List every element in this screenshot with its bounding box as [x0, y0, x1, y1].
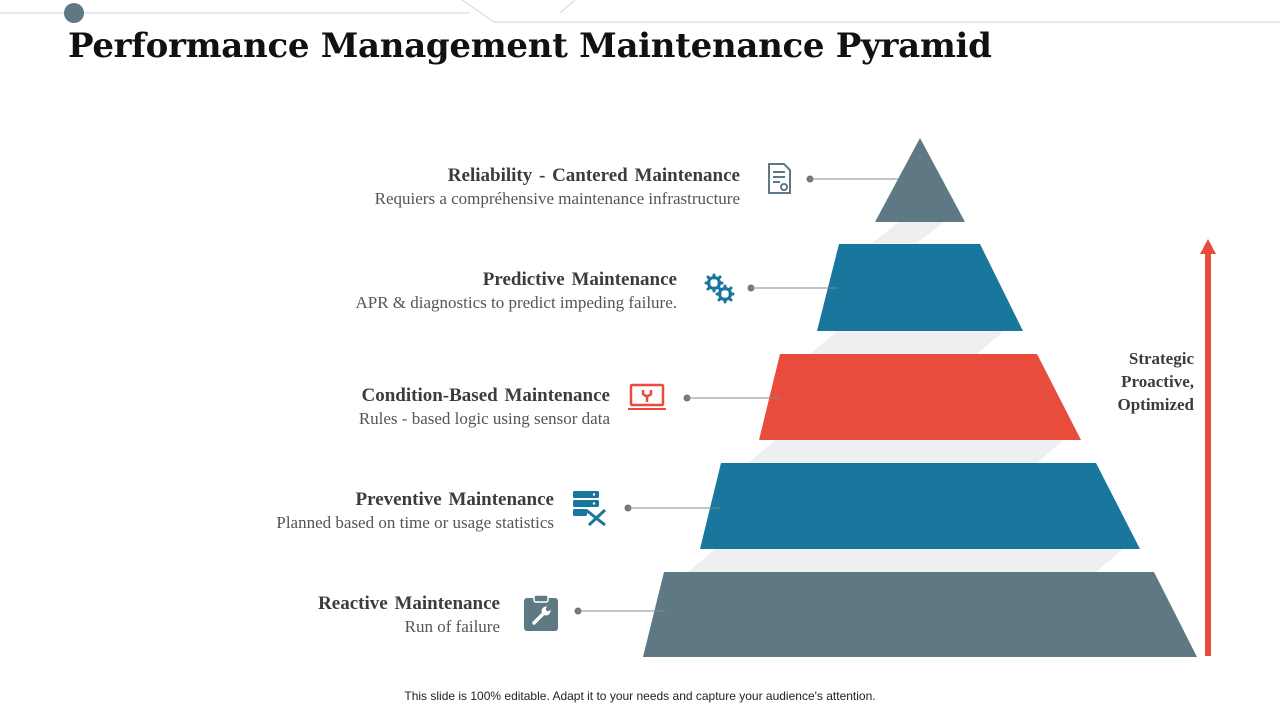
level-description: Run of failure	[404, 617, 500, 636]
level-reactive: Reactive Maintenance Run of failure	[318, 592, 500, 638]
pyramid-tier-1	[875, 138, 965, 222]
strategic-line: Proactive,	[1121, 372, 1194, 391]
level-title: Reliability - Cantered Maintenance	[447, 165, 740, 186]
pyramid-gap	[872, 222, 944, 243]
level-title: Preventive Maintenance	[355, 489, 554, 510]
connector-4	[624, 504, 720, 512]
pyramid-tier-4	[700, 463, 1140, 549]
level-preventive: Preventive Maintenance Planned based on …	[276, 488, 554, 534]
level-predictive: Predictive Maintenance APR & diagnostics…	[355, 268, 677, 314]
level-description: Rules - based logic using sensor data	[358, 409, 610, 428]
clipboard-wrench-icon	[524, 594, 558, 631]
strategic-arrow	[1200, 239, 1216, 656]
connector-2	[747, 284, 838, 292]
level-reliability: Reliability - Cantered Maintenance Requi…	[375, 164, 740, 210]
pyramid-gap	[748, 440, 1064, 463]
footer-note: This slide is 100% editable. Adapt it to…	[404, 689, 876, 703]
pyramid-gap	[810, 331, 1004, 354]
connector-5	[574, 607, 665, 615]
level-title: Reactive Maintenance	[318, 593, 500, 614]
document-gear-icon	[768, 163, 791, 194]
pyramid-tier-2	[817, 244, 1023, 331]
laptop-tool-icon	[628, 383, 666, 410]
pyramid-tier-5	[643, 572, 1197, 657]
connector-1	[806, 175, 898, 183]
header-decoration	[0, 0, 1280, 23]
level-description: APR & diagnostics to predict impeding fa…	[355, 293, 677, 312]
page-title: Performance Management Maintenance Pyram…	[68, 26, 992, 66]
strategic-label: Strategic Proactive, Optimized	[1090, 347, 1195, 416]
connector-3	[683, 394, 781, 402]
gears-icon	[704, 273, 735, 304]
server-tools-icon	[573, 491, 607, 526]
strategic-line: Strategic	[1128, 349, 1194, 368]
level-condition-based: Condition-Based Maintenance Rules - base…	[359, 384, 610, 430]
level-description: Planned based on time or usage statistic…	[276, 513, 554, 532]
level-description: Requiers a compréhensive maintenance inf…	[374, 189, 740, 208]
strategic-line: Optimized	[1117, 395, 1195, 414]
level-title: Condition-Based Maintenance	[361, 385, 611, 406]
level-title: Predictive Maintenance	[482, 269, 677, 290]
pyramid-gap	[688, 549, 1123, 572]
pyramid-tier-3	[759, 354, 1081, 440]
